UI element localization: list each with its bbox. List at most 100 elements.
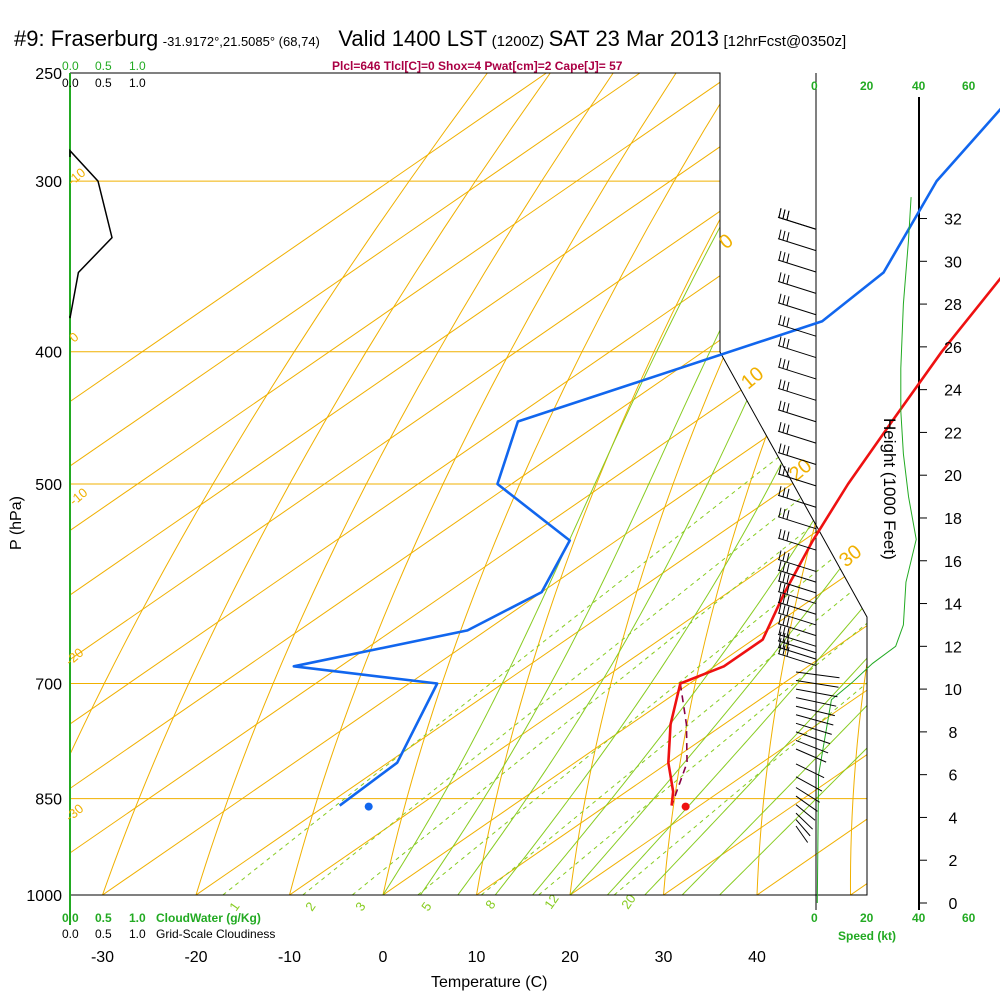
wind-barb xyxy=(777,336,817,359)
wind-barb-lower xyxy=(795,722,832,735)
mixing-ratio-line xyxy=(417,351,867,895)
moist-adiabat-line xyxy=(681,73,867,895)
background-lines xyxy=(70,73,867,895)
speed-tick: 20 xyxy=(860,911,874,925)
wind-barb xyxy=(777,464,817,487)
temperature-line xyxy=(667,276,1000,806)
wind-barb-lower xyxy=(795,697,837,707)
profiles xyxy=(69,107,1000,811)
dry-adiabat-line xyxy=(382,73,740,895)
isotherm-label: 0 xyxy=(715,230,738,254)
wind-barb xyxy=(777,593,817,615)
height-tick-label: 20 xyxy=(944,468,962,485)
temperature-tick-label: 0 xyxy=(379,949,388,966)
isotherm-label: -20 xyxy=(62,645,86,669)
dry-adiabat-line xyxy=(756,73,867,895)
speed-tick: 60 xyxy=(962,79,976,93)
wind-barb xyxy=(777,550,817,572)
isotherm-line xyxy=(70,73,547,895)
isotherm-line xyxy=(850,73,867,895)
station-name: #9: Fraserburg xyxy=(14,26,159,51)
dry-adiabat-line xyxy=(70,73,488,895)
wind-barb-lower xyxy=(795,680,839,688)
wind-barb xyxy=(777,507,817,530)
wind-barb-lower xyxy=(795,795,818,812)
speed-tick: 60 xyxy=(962,911,976,925)
wind-barb xyxy=(777,422,817,444)
wind-barb-lower xyxy=(795,787,820,803)
wind-barb xyxy=(777,528,817,551)
pressure-tick-label: 400 xyxy=(35,345,62,362)
isotherm-line xyxy=(102,73,867,895)
forecast-tag: [12hrFcst@0350z] xyxy=(723,33,847,50)
cloudwater-tick: 1.0 xyxy=(129,59,146,73)
wind-barb-lower xyxy=(795,671,840,679)
mixing-ratio-line xyxy=(480,351,867,895)
speed-tick: 40 xyxy=(912,79,926,93)
pressure-tick-label: 850 xyxy=(35,792,62,809)
wind-barb-lower xyxy=(795,763,825,779)
x-axis-label: Temperature (C) xyxy=(431,974,547,991)
wind-barb xyxy=(777,293,817,316)
mixing-ratio-label: 20 xyxy=(618,891,639,911)
wind-barb xyxy=(777,571,817,594)
moist-adiabat-line xyxy=(532,73,867,895)
isotherm-line xyxy=(70,73,867,895)
speed-tick: 20 xyxy=(860,79,874,93)
height-tick-label: 30 xyxy=(944,254,962,271)
dewpoint-line xyxy=(292,107,1000,807)
wind-barb-lower xyxy=(795,731,831,745)
wind-barb-lower xyxy=(795,776,823,792)
speed-tick: 0 xyxy=(811,911,818,925)
isotherm-line xyxy=(70,73,867,895)
height-tick-label: 2 xyxy=(949,853,958,870)
isotherm-label: 0 xyxy=(66,329,81,345)
cloudiness-tick: 0.5 xyxy=(95,927,112,941)
height-tick-label: 16 xyxy=(944,554,962,571)
dry-adiabat-line xyxy=(195,73,614,895)
wind-barb xyxy=(777,561,817,583)
moist-adiabat-line xyxy=(607,73,867,895)
mixing-ratio-line xyxy=(351,351,867,895)
isotherm-line xyxy=(70,73,734,895)
wind-barb-lower xyxy=(795,688,838,698)
wind-barb-lower xyxy=(795,825,809,843)
pressure-tick-label: 700 xyxy=(35,677,62,694)
height-tick-label: 22 xyxy=(944,425,962,442)
dry-adiabat-line xyxy=(849,73,867,895)
height-tick-label: 14 xyxy=(944,597,962,614)
wind-barb-lower xyxy=(795,819,811,837)
wind-barb xyxy=(777,250,817,273)
cloudiness-tick: 0.0 xyxy=(62,911,79,925)
wind-barb-lower xyxy=(795,705,835,717)
height-tick-label: 0 xyxy=(949,896,958,913)
height-tick-label: 8 xyxy=(949,725,958,742)
wind-barb-lower xyxy=(795,748,827,763)
cloudiness-tick: 1.0 xyxy=(129,911,146,925)
cloudiness-tick: 1.0 xyxy=(129,927,146,941)
mixing-ratio-label: 8 xyxy=(482,897,498,912)
speed-tick: 0 xyxy=(811,79,818,93)
isotherm-line xyxy=(289,73,867,895)
wind-barb xyxy=(777,229,817,252)
wind-barb xyxy=(777,644,817,667)
isotherm-label: -10 xyxy=(64,165,88,189)
surface-temperature-point xyxy=(681,802,690,811)
cloudwater-tick: 1.0 xyxy=(129,76,146,90)
cloudwater-tick: 0.0 xyxy=(62,59,79,73)
height-tick-label: 12 xyxy=(944,639,962,656)
temperature-tick-label: -20 xyxy=(184,949,207,966)
temperature-tick-label: -10 xyxy=(278,949,301,966)
pressure-tick-label: 250 xyxy=(35,66,62,83)
wind-barb-lower xyxy=(795,812,813,830)
wind-barb xyxy=(777,272,817,294)
zulu-time: (1200Z) xyxy=(491,33,545,50)
cloudiness-tick: 0.5 xyxy=(95,911,112,925)
parcel-trace-line xyxy=(670,683,688,806)
cloudwater-tick: 0.5 xyxy=(95,59,112,73)
mixing-ratio-line xyxy=(538,351,867,895)
surface-dewpoint-point xyxy=(364,802,373,811)
wind-speed-line xyxy=(816,197,917,904)
